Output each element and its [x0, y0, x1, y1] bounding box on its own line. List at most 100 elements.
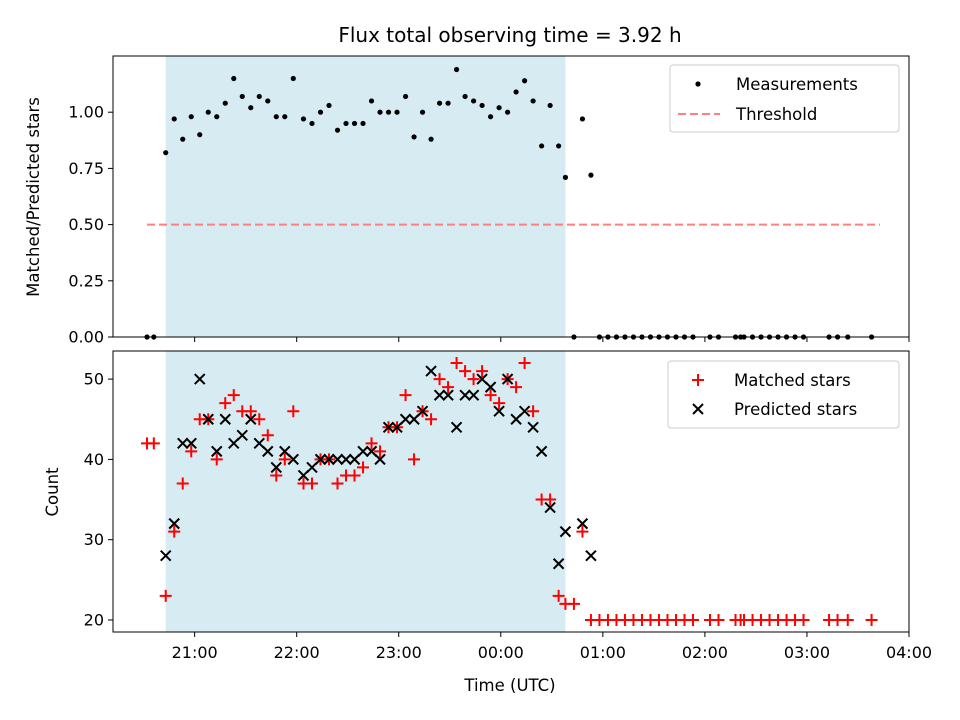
- matched-star-point: [484, 389, 497, 402]
- matched-star-point: [567, 597, 580, 610]
- top-panel: 0.00 0.25 0.50 0.75 1.00 Measurements Threshol…: [68, 55, 910, 347]
- matched-star-point: [287, 405, 300, 418]
- predicted-star-point: [559, 525, 572, 538]
- xtick-label: 22:00: [274, 643, 320, 662]
- measurement-point: [317, 109, 324, 115]
- measurement-point: [556, 143, 562, 149]
- matched-star-point: [527, 405, 540, 418]
- top-axes-frame: [112, 55, 910, 338]
- bottom-legend: Matched stars Predicted stars: [667, 360, 900, 429]
- predicted-star-point: [357, 445, 369, 458]
- predicted-star-point: [374, 453, 386, 466]
- measurement-point: [487, 114, 494, 120]
- matched-star-point: [348, 469, 361, 482]
- legend-label-measurements: Measurements: [736, 75, 858, 94]
- measurement-point: [163, 150, 169, 156]
- measurement-point: [462, 93, 468, 100]
- measurement-point: [351, 120, 358, 127]
- matched-star-point: [210, 453, 223, 466]
- x-axis-label: Time (UTC): [463, 676, 555, 695]
- predicted-star-point: [467, 389, 480, 401]
- predicted-star-point: [416, 405, 429, 417]
- predicted-star-point: [518, 405, 531, 417]
- predicted-star-point: [552, 558, 565, 570]
- matched-star-point: [831, 613, 844, 626]
- predicted-star-point: [194, 373, 206, 385]
- legend-label-threshold: Threshold: [735, 105, 817, 124]
- predicted-star-point: [160, 550, 172, 562]
- matched-star-point: [552, 589, 565, 602]
- predicted-star-point: [459, 389, 471, 401]
- xtick-label: 02:00: [682, 643, 728, 662]
- matched-star-point: [493, 397, 506, 410]
- predicted-star-point: [245, 413, 257, 425]
- predicted-star-point: [382, 421, 395, 433]
- measurement-point: [197, 132, 203, 138]
- measurement-point: [256, 93, 262, 100]
- measurement-point: [547, 102, 553, 109]
- matched-star-point: [425, 413, 438, 426]
- matched-star-point: [433, 373, 446, 386]
- matched-star-point: [185, 445, 198, 458]
- predicted-star-point: [219, 413, 231, 425]
- xtick-label: 21:00: [172, 643, 218, 662]
- predicted-star-point: [323, 453, 335, 466]
- predicted-star-point: [314, 453, 327, 466]
- measurement-point: [273, 114, 279, 120]
- predicted-star-point: [501, 373, 514, 385]
- measurement-point: [377, 109, 383, 115]
- predicted-star-point: [493, 405, 505, 417]
- top-ytick-label: 0.50: [68, 215, 104, 234]
- matched-star-point: [712, 613, 725, 626]
- measurement-point: [504, 109, 511, 115]
- bottom-ytick-label: 30: [84, 530, 104, 549]
- predicted-star-point: [202, 413, 214, 425]
- matched-star-point: [467, 373, 480, 386]
- measurement-point: [265, 98, 271, 104]
- matched-star-point: [270, 469, 283, 482]
- matched-star-point: [544, 493, 557, 506]
- matched-star-point: [510, 381, 523, 394]
- matched-star-point: [219, 397, 232, 410]
- predicted-star-point: [450, 421, 463, 433]
- xtick-label: 23:00: [376, 643, 422, 662]
- bottom-ytick-label: 50: [84, 370, 104, 389]
- measurement-point: [496, 105, 502, 111]
- measurement-point: [513, 89, 519, 95]
- predicted-star-point: [484, 381, 497, 393]
- measurement-point: [188, 114, 194, 120]
- measurement-point: [231, 75, 237, 82]
- matched-star-point: [797, 613, 810, 626]
- measurement-point: [214, 114, 220, 120]
- predicted-star-point: [399, 413, 412, 425]
- measurement-point: [522, 78, 528, 84]
- measurement-point: [222, 100, 228, 106]
- measurement-point: [248, 105, 254, 111]
- predicted-star-point: [425, 365, 437, 377]
- predicted-star-point: [442, 389, 454, 401]
- measurement-point: [180, 136, 186, 142]
- bottom-panel: 20 30 40 50 21:00 22:00 23:00 00:00 01:00 02:00 03…: [84, 350, 932, 662]
- matched-star-point: [159, 589, 172, 602]
- matched-star-point: [576, 525, 589, 538]
- matched-star-point: [686, 613, 699, 626]
- legend-marker-matched: [692, 374, 704, 386]
- measurement-point: [239, 93, 245, 100]
- top-shaded-span: [165, 56, 566, 337]
- legend-box: [669, 64, 900, 133]
- measurement-point: [290, 75, 296, 82]
- matched-star-point: [147, 437, 160, 450]
- predicted-star-point: [340, 453, 352, 466]
- xtick-label: 01:00: [580, 643, 626, 662]
- measurement-point: [385, 109, 392, 115]
- measurement-point: [334, 127, 341, 133]
- matched-star-point: [176, 477, 189, 490]
- matched-star-point: [442, 381, 455, 394]
- matched-star-point: [227, 389, 240, 402]
- predicted-star-point: [527, 421, 539, 433]
- top-ytick-label: 0.25: [68, 271, 104, 290]
- measurement-point: [282, 114, 288, 120]
- matched-star-point: [331, 477, 344, 490]
- measurement-point: [470, 98, 477, 104]
